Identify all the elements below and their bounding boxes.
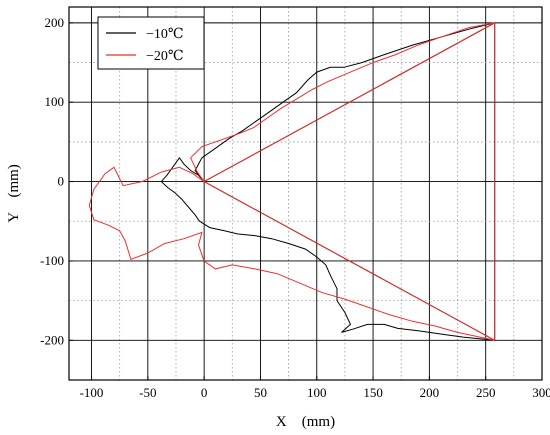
x-tick-label: 0 (201, 385, 208, 400)
x-tick-label: 250 (476, 385, 496, 400)
series-line (88, 22, 496, 342)
legend-box (97, 16, 205, 70)
x-tick-label: 50 (254, 385, 267, 400)
y-axis-title: Y (mm) (6, 164, 22, 223)
legend: −10℃ −20℃ (97, 16, 205, 70)
series-line (160, 22, 496, 342)
x-tick-label: 150 (363, 385, 383, 400)
series-layer (88, 22, 496, 342)
ticks: -100 -50 0 50 100 150 200 250 300 -200 -100 0 100 200 (40, 15, 550, 400)
y-tick-label: 0 (58, 174, 65, 189)
x-tick-label: -50 (139, 385, 156, 400)
grid (69, 7, 543, 381)
legend-label-minus10: −10℃ (146, 27, 184, 42)
y-tick-label: 100 (45, 94, 65, 109)
series-0 (160, 22, 496, 342)
plot-frame (68, 6, 543, 381)
x-axis-title: X (mm) (276, 414, 335, 430)
x-tick-label: 200 (420, 385, 440, 400)
series-line-upper (189, 22, 495, 182)
x-tick-label: 300 (532, 385, 550, 400)
y-tick-label: -100 (40, 253, 64, 268)
x-tick-label: -100 (80, 385, 104, 400)
series-line-upper (194, 22, 495, 182)
y-tick-label: 200 (45, 15, 65, 30)
y-tick-label: -200 (40, 332, 64, 347)
x-tick-label: 100 (307, 385, 327, 400)
series-1 (88, 22, 496, 342)
legend-label-minus20: −20℃ (146, 49, 184, 64)
